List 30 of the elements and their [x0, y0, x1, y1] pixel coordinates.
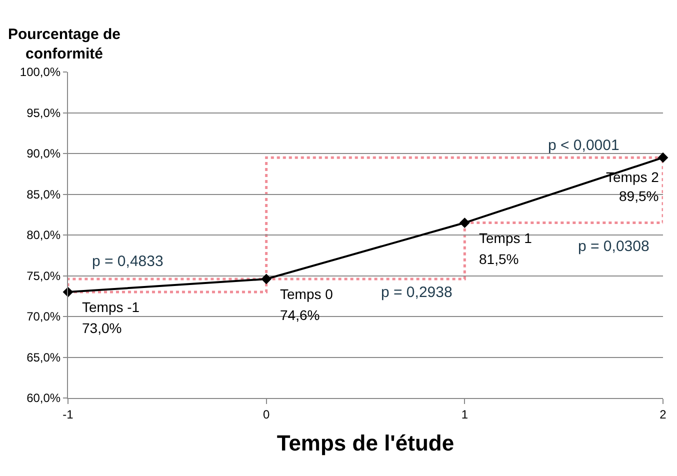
annotation: Temps -1	[82, 299, 140, 315]
y-tick-label: 80,0%	[26, 228, 61, 242]
y-tick-label: 100,0%	[20, 65, 61, 80]
x-axis-title: Temps de l'étude	[276, 430, 454, 456]
y-tick-label: 70,0%	[26, 310, 61, 324]
data-label: 81,5%	[479, 251, 519, 267]
y-tick-label: 95,0%	[26, 106, 61, 120]
annotation: p = 0,2938	[381, 284, 452, 301]
point	[459, 218, 470, 228]
y-tick-label: 65,0%	[26, 350, 61, 364]
annotation: p = 0,4833	[92, 253, 164, 270]
y-tick-label: 90,0%	[26, 146, 61, 161]
annotation: Temps 1	[479, 230, 532, 246]
annotation: p < 0,0001	[548, 137, 620, 154]
y-tick-label: 85,0%	[26, 187, 61, 202]
y-axis-title: Pourcentage de conformité	[8, 26, 121, 62]
point	[658, 152, 668, 163]
data-label: 73,0%	[82, 320, 122, 336]
x-tick-label: -1	[62, 407, 74, 422]
annotation: Temps 2	[606, 169, 660, 185]
x-tick-label: 2	[660, 407, 667, 422]
data-label: 74,6%	[280, 307, 320, 323]
annotation: Temps 0	[280, 286, 334, 302]
annotation: p = 0,0308	[578, 238, 650, 255]
y-tick-label: 75,0%	[26, 268, 61, 283]
point	[261, 274, 272, 284]
x-tick-label: 1	[461, 407, 468, 422]
x-tick-label: 0	[262, 407, 270, 422]
data-label: 89,5%	[619, 188, 659, 204]
y-tick-label: 60,0%	[26, 391, 61, 406]
